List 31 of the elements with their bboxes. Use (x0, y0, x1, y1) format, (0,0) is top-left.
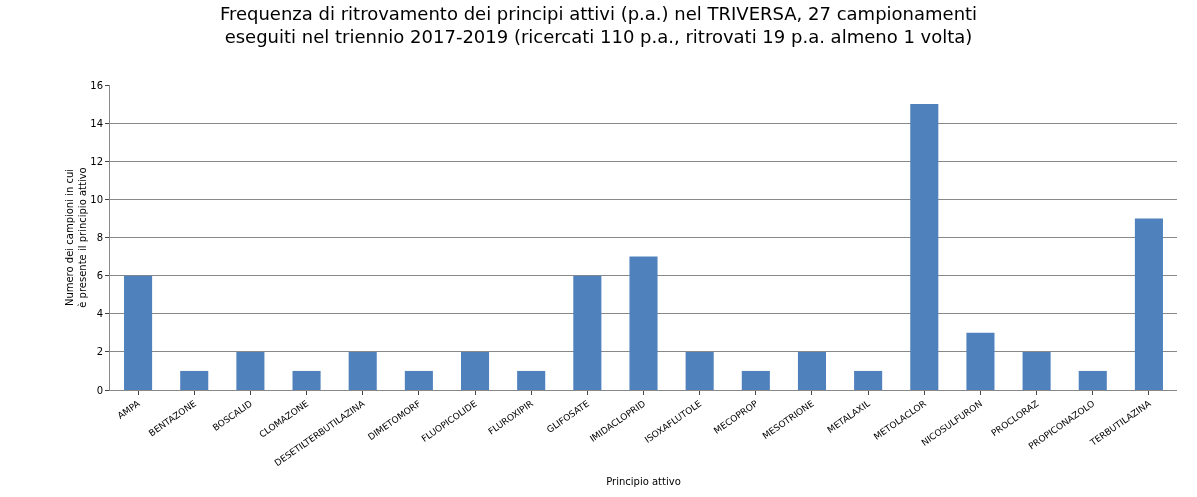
y-tick-label: 8 (96, 232, 103, 243)
bar (236, 351, 265, 390)
y-axis-title: Numero dei campioni in cui è presente il principio attivo (64, 167, 89, 308)
bar (292, 370, 321, 390)
bar (517, 370, 546, 390)
bar (685, 351, 714, 390)
bar (180, 370, 209, 390)
bar (797, 351, 827, 390)
y-tick-label: 10 (90, 193, 103, 205)
y-tick-label: 4 (96, 308, 103, 320)
y-tick-label: 2 (96, 346, 103, 358)
bar (629, 256, 658, 390)
bar (1134, 218, 1163, 390)
bar (404, 370, 433, 390)
bar (124, 275, 153, 390)
y-tick-label: 0 (96, 384, 103, 396)
bar (910, 104, 939, 390)
bar (1078, 370, 1107, 390)
bar (460, 351, 490, 390)
bar (741, 370, 770, 390)
y-tick-label: 16 (90, 79, 103, 91)
y-tick-label: 14 (90, 117, 103, 129)
bar (966, 332, 995, 390)
bar (573, 275, 602, 390)
y-tick-label: 6 (96, 270, 103, 282)
bar (854, 370, 883, 390)
x-axis-title: Principio attivo (606, 475, 681, 487)
chart-title: Frequenza di ritrovamento dei principi attivi (p.a.) nel TRIVERSA, 27 campionamenti eseguiti nel triennio 2017-2019 (ricercati 110 p.a., ritrovati 19 p.a. almeno 1 volta) (219, 2, 978, 48)
bar (348, 351, 377, 390)
bar (1022, 351, 1051, 390)
y-tick-label: 12 (90, 155, 103, 167)
